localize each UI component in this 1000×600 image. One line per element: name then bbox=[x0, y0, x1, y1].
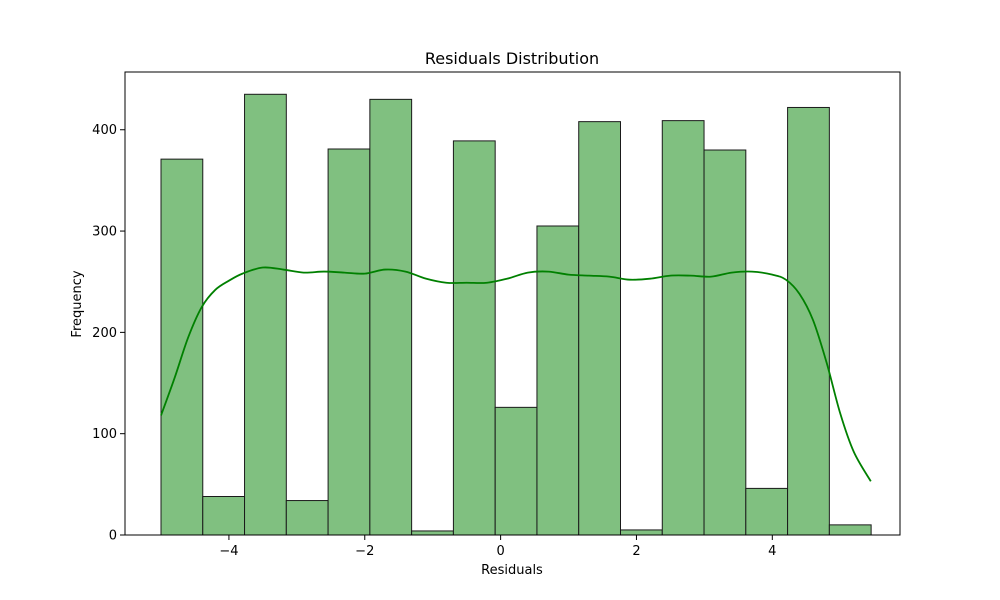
y-tick-label: 300 bbox=[92, 225, 117, 240]
x-axis-label: Residuals bbox=[481, 563, 543, 578]
x-tick-label: −2 bbox=[355, 544, 374, 559]
y-tick-label: 0 bbox=[109, 529, 117, 544]
x-axis: −4 −2 0 2 4 bbox=[219, 535, 776, 559]
histogram-bar bbox=[619, 529, 663, 536]
kde-layer bbox=[160, 266, 872, 482]
histogram-bar bbox=[828, 524, 872, 536]
histogram-bar bbox=[452, 140, 496, 536]
y-axis: 0 100 200 300 400 bbox=[92, 123, 125, 544]
x-tick-label: 4 bbox=[768, 544, 776, 559]
histogram-bar bbox=[578, 121, 621, 536]
histogram-bar bbox=[160, 158, 204, 536]
bars-layer bbox=[160, 93, 872, 536]
histogram-bar bbox=[703, 149, 747, 536]
histogram-bar bbox=[285, 500, 329, 536]
histogram-bar bbox=[411, 530, 454, 536]
y-tick-label: 400 bbox=[92, 123, 117, 138]
histogram-bar bbox=[661, 120, 705, 536]
y-axis-label: Frequency bbox=[70, 270, 85, 337]
histogram-bar bbox=[787, 106, 830, 536]
histogram-bar bbox=[369, 98, 413, 536]
histogram-bar bbox=[244, 93, 287, 536]
x-tick-label: 2 bbox=[632, 544, 640, 559]
kde-line bbox=[160, 266, 872, 482]
histogram-bar bbox=[327, 148, 371, 536]
y-tick-label: 100 bbox=[92, 427, 117, 442]
histogram-bar bbox=[202, 496, 246, 536]
x-tick-label: 0 bbox=[496, 544, 504, 559]
histogram-bar bbox=[745, 487, 789, 536]
y-tick-label: 200 bbox=[92, 326, 117, 341]
plot-frame bbox=[124, 71, 901, 536]
histogram-bar bbox=[536, 225, 580, 536]
histogram-bar bbox=[494, 406, 538, 536]
x-tick-label: −4 bbox=[219, 544, 238, 559]
chart-title: Residuals Distribution bbox=[425, 49, 599, 68]
